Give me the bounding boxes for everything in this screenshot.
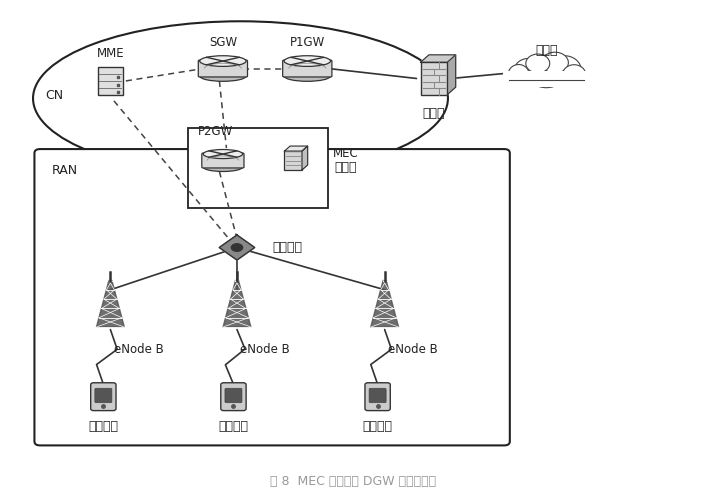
Ellipse shape (548, 56, 581, 85)
FancyBboxPatch shape (365, 383, 390, 410)
Ellipse shape (203, 150, 243, 158)
Polygon shape (447, 55, 455, 94)
Text: eNode B: eNode B (388, 343, 438, 356)
Bar (505, 72, 587, 87)
Bar (98, 66, 123, 96)
Ellipse shape (526, 55, 566, 88)
Polygon shape (371, 280, 399, 327)
Bar (285, 151, 302, 170)
Circle shape (231, 243, 244, 252)
Text: 图 8  MEC 服务器与 DGW 部署在一起: 图 8 MEC 服务器与 DGW 部署在一起 (270, 474, 436, 488)
FancyBboxPatch shape (221, 383, 246, 410)
Text: P2GW: P2GW (198, 125, 234, 138)
Ellipse shape (284, 70, 330, 82)
FancyBboxPatch shape (282, 60, 332, 77)
Polygon shape (97, 280, 124, 327)
FancyBboxPatch shape (95, 388, 112, 402)
Ellipse shape (562, 64, 586, 86)
Text: SGW: SGW (209, 36, 237, 49)
Ellipse shape (200, 56, 246, 66)
Text: RAN: RAN (52, 164, 78, 177)
Text: 互联网: 互联网 (535, 44, 558, 57)
Text: MME: MME (97, 47, 124, 60)
Text: 用户设备: 用户设备 (218, 420, 249, 433)
Text: MEC: MEC (333, 146, 359, 160)
Polygon shape (223, 280, 251, 327)
Bar (421, 62, 447, 94)
Text: 用户设备: 用户设备 (88, 420, 119, 433)
FancyBboxPatch shape (198, 60, 248, 77)
FancyBboxPatch shape (35, 149, 510, 446)
Text: eNode B: eNode B (114, 343, 163, 356)
Ellipse shape (526, 54, 550, 73)
Text: 汇聚节点: 汇聚节点 (272, 241, 302, 254)
FancyBboxPatch shape (90, 383, 116, 410)
Bar (503, 72, 590, 88)
Bar (188, 128, 328, 208)
Ellipse shape (508, 64, 530, 84)
Polygon shape (285, 146, 308, 151)
Ellipse shape (203, 162, 243, 172)
Text: 服务器: 服务器 (335, 162, 357, 174)
Polygon shape (302, 146, 308, 170)
FancyBboxPatch shape (202, 153, 244, 168)
Ellipse shape (200, 70, 246, 82)
Text: 用户设备: 用户设备 (363, 420, 393, 433)
Ellipse shape (542, 52, 568, 73)
Text: CN: CN (45, 90, 64, 102)
Text: 防火墙: 防火墙 (423, 107, 445, 120)
Ellipse shape (514, 58, 542, 84)
Polygon shape (421, 55, 455, 62)
Text: eNode B: eNode B (240, 343, 290, 356)
FancyBboxPatch shape (225, 388, 242, 402)
Text: P1GW: P1GW (289, 36, 325, 49)
Polygon shape (220, 235, 255, 260)
Ellipse shape (284, 56, 330, 66)
FancyBboxPatch shape (369, 388, 386, 402)
